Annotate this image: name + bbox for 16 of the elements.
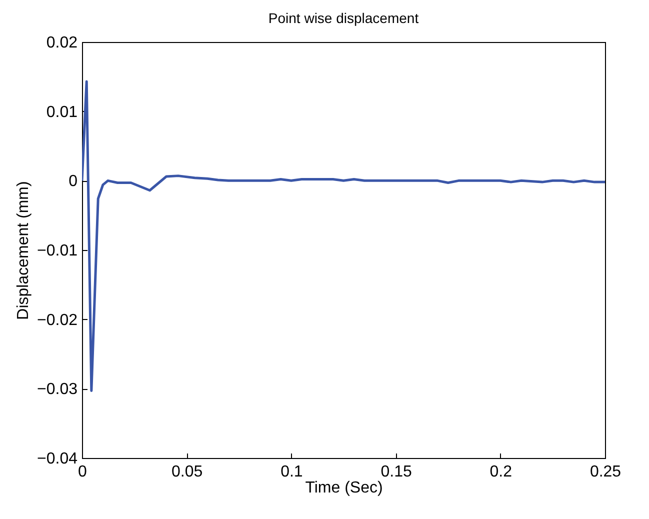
- y-axis-title: Displacement (mm): [15, 181, 32, 320]
- chart-title: Point wise displacement: [268, 10, 419, 26]
- x-tick-label: 0.15: [380, 464, 412, 480]
- y-tick-label: 0.01: [46, 104, 78, 121]
- x-axis-title: Time (Sec): [305, 480, 383, 496]
- line-series: [82, 80, 605, 392]
- x-tick-label: 0.25: [590, 464, 622, 480]
- y-tick-label: −0.02: [37, 312, 78, 329]
- x-tick-label: 0.1: [280, 464, 303, 480]
- y-tick-label: −0.03: [37, 381, 78, 398]
- y-tick-label: 0.02: [46, 34, 78, 52]
- y-tick-label: −0.01: [37, 242, 78, 260]
- x-tick-label: 0.2: [490, 464, 512, 480]
- y-tick-label: 0: [68, 173, 78, 190]
- y-tick-label: −0.04: [37, 450, 78, 468]
- x-tick-label: 0.05: [172, 464, 203, 480]
